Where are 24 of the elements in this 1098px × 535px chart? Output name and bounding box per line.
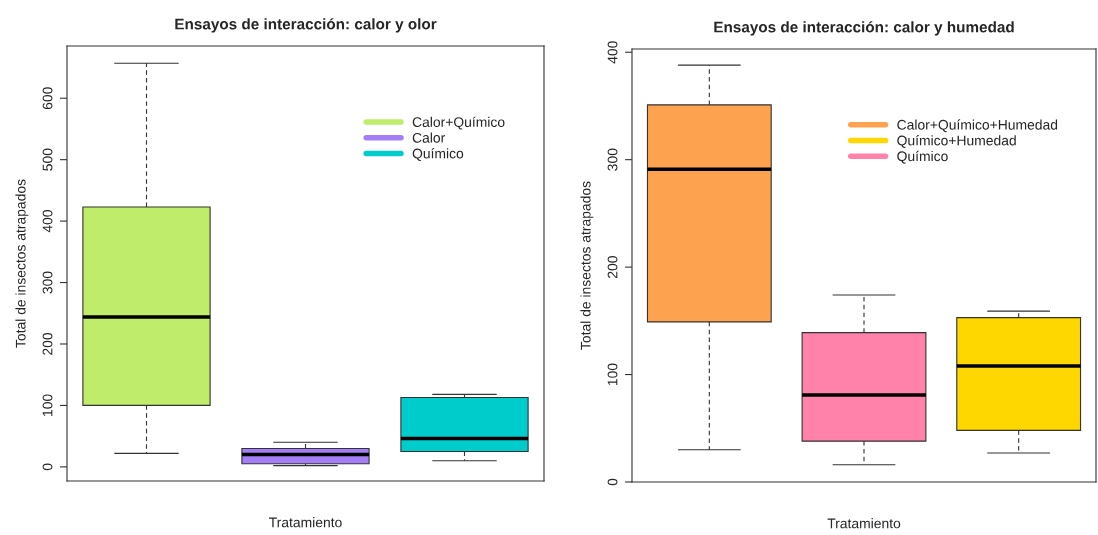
legend-label: Químico+Humedad xyxy=(897,135,1016,148)
legend-label: Calor xyxy=(412,132,446,143)
y-tick-label: 100 xyxy=(607,363,618,386)
y-tick-label: 0 xyxy=(42,463,53,471)
x-axis-title: Tratamiento xyxy=(269,517,342,528)
y-tick-label: 300 xyxy=(42,271,53,294)
legend-label: Calor+Químico xyxy=(412,116,505,130)
y-tick-label: 100 xyxy=(42,394,53,416)
legend-label: Químico xyxy=(412,148,464,161)
legend-label: Químico xyxy=(897,150,948,164)
y-tick-label: 400 xyxy=(42,210,53,233)
y-tick-label: 400 xyxy=(607,41,618,64)
y-tick-label: 0 xyxy=(607,478,618,486)
y-tick-label: 300 xyxy=(607,148,618,171)
legend-label: Calor+Químico+Humedad xyxy=(897,119,1058,133)
y-tick-label: 600 xyxy=(42,87,53,110)
y-axis-title: Total de insectos atrapados xyxy=(15,179,29,348)
y-tick-label: 200 xyxy=(42,332,53,355)
chart-title: Ensayos de interacción: calor y olor xyxy=(175,18,437,33)
y-tick-label: 500 xyxy=(42,148,53,171)
x-axis-title: Tratamiento xyxy=(827,518,901,529)
y-tick-label: 200 xyxy=(607,256,618,278)
chart-title: Ensayos de interacción: calor y humedad xyxy=(714,21,1014,36)
y-axis-title: Total de insectos atrapados xyxy=(580,181,594,350)
